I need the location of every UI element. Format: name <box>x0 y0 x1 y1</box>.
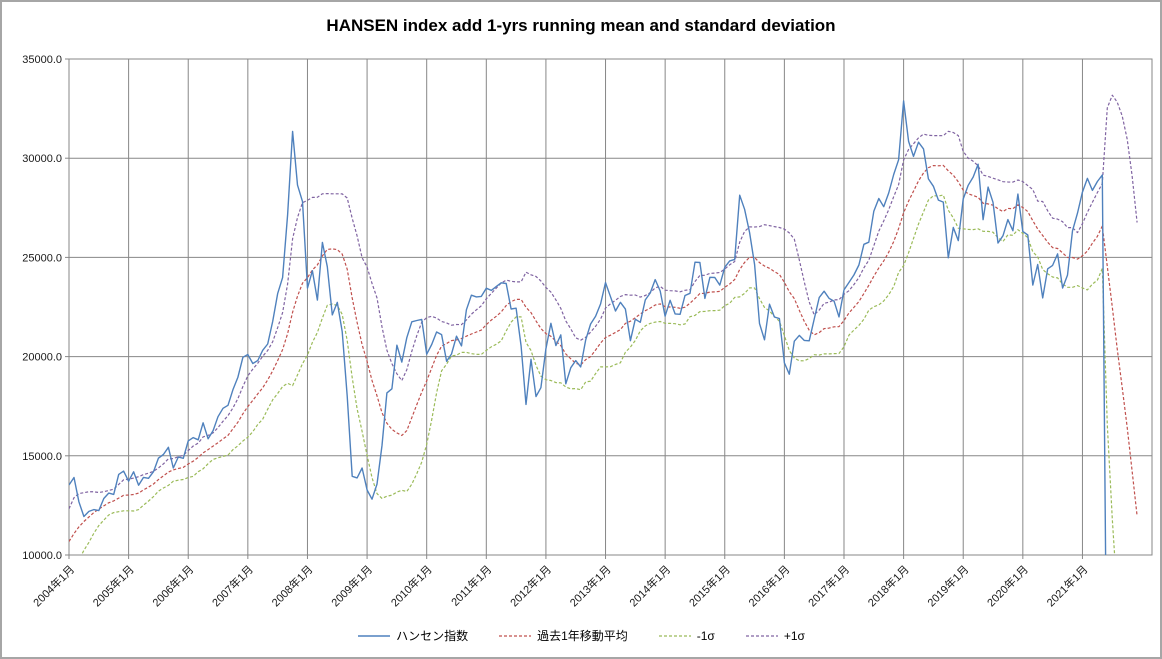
legend-label-hansen-index: ハンセン指数 <box>396 629 469 643</box>
legend-line-hansen-index <box>358 635 391 637</box>
moving-average-line <box>69 164 1138 542</box>
x-tick-label: 2006年1月 <box>149 562 196 609</box>
x-tick-label: 2005年1月 <box>90 562 137 609</box>
x-tick-label: 2013年1月 <box>567 562 614 609</box>
x-tick-label: 2017年1月 <box>805 562 852 609</box>
x-tick-label: 2004年1月 <box>30 562 77 609</box>
legend-line-plus-1sigma <box>745 635 778 637</box>
legend: ハンセン指数 過去1年移動平均 -1σ +1σ <box>2 625 1160 647</box>
x-tick-label: 2020年1月 <box>984 562 1031 609</box>
y-tick-label: 30000.0 <box>22 153 62 165</box>
x-tick-label: 2009年1月 <box>328 562 375 609</box>
legend-label-plus-1sigma: +1σ <box>783 629 805 643</box>
plot-border <box>68 58 1153 556</box>
plot-border-rect <box>68 58 1153 556</box>
legend-item-hansen-index: ハンセン指数 <box>357 630 468 642</box>
axis-ticks <box>65 58 1083 559</box>
hansen-index-line <box>69 100 1107 555</box>
legend-item-moving-average: 過去1年移動平均 <box>498 630 628 642</box>
legend-item-plus-1sigma: +1σ <box>745 630 805 642</box>
legend-label-moving-average: 過去1年移動平均 <box>537 629 628 643</box>
y-tick-label: 20000.0 <box>22 352 62 364</box>
x-tick-label: 2018年1月 <box>865 562 912 609</box>
legend-line-minus-1sigma <box>658 635 691 637</box>
x-tick-label: 2012年1月 <box>507 562 554 609</box>
x-tick-label: 2008年1月 <box>268 562 315 609</box>
gridlines <box>68 58 1152 556</box>
x-tick-label: 2007年1月 <box>209 562 256 609</box>
x-tick-label: 2016年1月 <box>745 562 792 609</box>
plus-1sigma-line <box>69 94 1138 510</box>
x-tick-label: 2015年1月 <box>686 562 733 609</box>
x-tick-label: 2019年1月 <box>924 562 971 609</box>
legend-item-minus-1sigma: -1σ <box>658 630 715 642</box>
y-tick-label: 25000.0 <box>22 252 62 264</box>
x-tick-label: 2011年1月 <box>448 562 495 609</box>
series-lines <box>69 94 1138 555</box>
chart-title: HANSEN index add 1-yrs running mean and … <box>326 16 836 35</box>
legend-line-moving-average <box>499 635 532 637</box>
y-axis-labels: 10000.0 15000.0 20000.0 25000.0 30000.0 35000… <box>22 54 62 562</box>
x-tick-label: 2010年1月 <box>388 562 435 609</box>
x-tick-label: 2014年1月 <box>626 562 673 609</box>
legend-label-minus-1sigma: -1σ <box>696 629 715 643</box>
y-tick-label: 35000.0 <box>22 54 62 66</box>
y-tick-label: 15000.0 <box>22 451 62 463</box>
x-axis-labels: 2004年1月 2005年1月 2006年1月 2007年1月 2008年1月 2009年… <box>30 562 1091 609</box>
y-tick-label: 10000.0 <box>22 550 62 562</box>
x-tick-label: 2021年1月 <box>1043 562 1090 609</box>
